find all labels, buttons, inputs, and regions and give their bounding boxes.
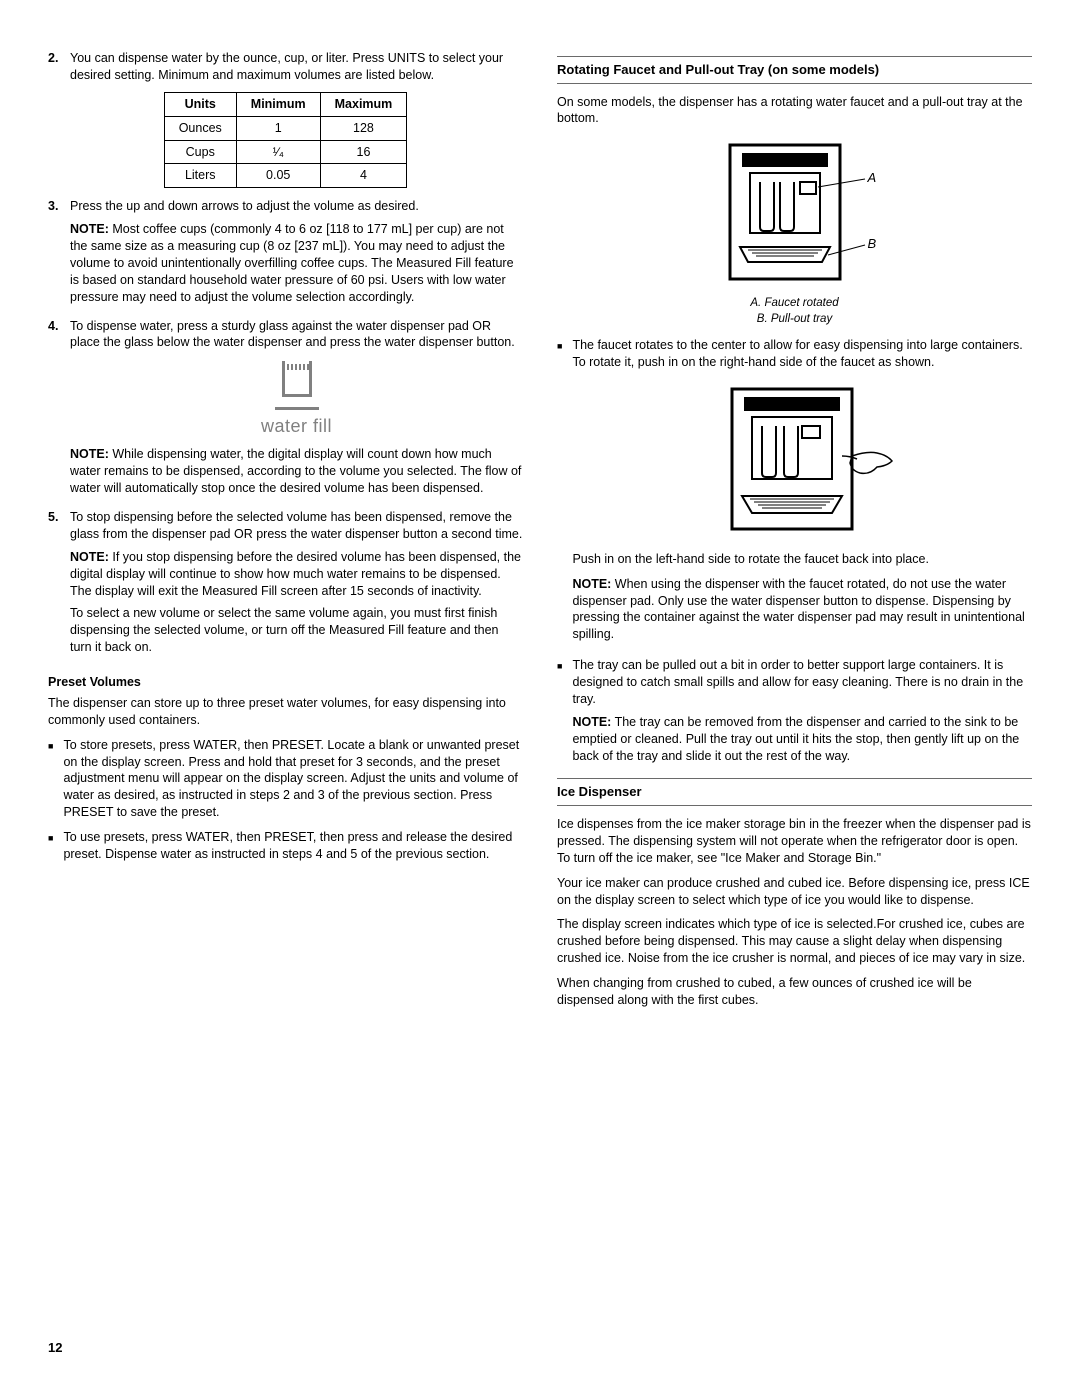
note-text: If you stop dispensing before the desire… [70, 550, 521, 598]
faucet-bullets: The faucet rotates to the center to allo… [557, 337, 1032, 770]
step-text: To stop dispensing before the selected v… [70, 509, 523, 543]
ice-p1: Ice dispenses from the ice maker storage… [557, 816, 1032, 867]
note-text: When using the dispenser with the faucet… [572, 577, 1024, 642]
caption-b: B. Pull-out tray [557, 312, 1032, 328]
table-row: Cups ¹∕₄ 16 [164, 140, 407, 164]
table-row: Ounces 1 128 [164, 116, 407, 140]
bullet-para2: Push in on the left-hand side to rotate … [572, 551, 1032, 568]
list-item: The faucet rotates to the center to allo… [557, 337, 1032, 649]
list-item: To use presets, press WATER, then PRESET… [48, 829, 523, 863]
step-text: You can dispense water by the ounce, cup… [70, 50, 523, 84]
th-max: Maximum [320, 92, 407, 116]
step-number: 2. [48, 50, 70, 84]
note: NOTE: When using the dispenser with the … [572, 576, 1032, 644]
bullet-text: The tray can be pulled out a bit in orde… [572, 657, 1032, 708]
dispenser-figure-1: A B A. Faucet rotated B. Pull-out tray [557, 137, 1032, 327]
preset-intro: The dispenser can store up to three pres… [48, 695, 523, 729]
water-fill-icon: water fill [70, 361, 523, 438]
note: NOTE: The tray can be removed from the d… [572, 714, 1032, 765]
note-label: NOTE: [70, 222, 109, 236]
bullet-text: To use presets, press WATER, then PRESET… [63, 829, 523, 863]
th-units: Units [164, 92, 236, 116]
caption-a: A. Faucet rotated [557, 296, 1032, 312]
figure-caption: A. Faucet rotated B. Pull-out tray [557, 296, 1032, 327]
ice-p3: The display screen indicates which type … [557, 916, 1032, 967]
preset-list: To store presets, press WATER, then PRES… [48, 737, 523, 863]
page-columns: 2. You can dispense water by the ounce, … [48, 50, 1032, 1017]
step-2: 2. You can dispense water by the ounce, … [48, 50, 523, 84]
step-4: 4. To dispense water, press a sturdy gla… [48, 318, 523, 504]
note: NOTE: While dispensing water, the digita… [70, 446, 523, 497]
step-number: 4. [48, 318, 70, 504]
dispenser-icon [710, 137, 880, 287]
units-table: Units Minimum Maximum Ounces 1 128 Cups … [164, 92, 408, 189]
bullet-text: The faucet rotates to the center to allo… [572, 337, 1032, 371]
dispenser-figure-2 [572, 381, 1032, 541]
right-column: Rotating Faucet and Pull-out Tray (on so… [557, 50, 1032, 1017]
table-row: Liters 0.05 4 [164, 164, 407, 188]
callout-a: A [868, 169, 877, 187]
step-para2: To select a new volume or select the sam… [70, 605, 523, 656]
step-3: 3. Press the up and down arrows to adjus… [48, 198, 523, 311]
section-header-faucet: Rotating Faucet and Pull-out Tray (on so… [557, 56, 1032, 84]
step-body: To dispense water, press a sturdy glass … [70, 318, 523, 504]
note: NOTE: If you stop dispensing before the … [70, 549, 523, 600]
dispenser-hand-icon [702, 381, 902, 536]
step-number: 3. [48, 198, 70, 311]
preset-heading: Preset Volumes [48, 674, 523, 691]
note-text: While dispensing water, the digital disp… [70, 447, 521, 495]
step-text: To dispense water, press a sturdy glass … [70, 318, 523, 352]
note: NOTE: Most coffee cups (commonly 4 to 6 … [70, 221, 523, 305]
step-number: 5. [48, 509, 70, 664]
step-text: Press the up and down arrows to adjust t… [70, 198, 523, 215]
note-label: NOTE: [572, 715, 611, 729]
ice-p4: When changing from crushed to cubed, a f… [557, 975, 1032, 1009]
step-body: To stop dispensing before the selected v… [70, 509, 523, 664]
note-label: NOTE: [70, 550, 109, 564]
faucet-intro: On some models, the dispenser has a rota… [557, 94, 1032, 128]
note-text: The tray can be removed from the dispens… [572, 715, 1019, 763]
list-item: To store presets, press WATER, then PRES… [48, 737, 523, 821]
step-body: Press the up and down arrows to adjust t… [70, 198, 523, 311]
th-min: Minimum [236, 92, 320, 116]
callout-b: B [868, 235, 877, 253]
bullet-text: To store presets, press WATER, then PRES… [63, 737, 523, 821]
page-number: 12 [48, 1339, 62, 1357]
water-fill-label: water fill [70, 414, 523, 438]
list-item: The tray can be pulled out a bit in orde… [557, 657, 1032, 770]
left-column: 2. You can dispense water by the ounce, … [48, 50, 523, 1017]
step-5: 5. To stop dispensing before the selecte… [48, 509, 523, 664]
section-header-ice: Ice Dispenser [557, 778, 1032, 806]
note-label: NOTE: [70, 447, 109, 461]
note-label: NOTE: [572, 577, 611, 591]
note-text: Most coffee cups (commonly 4 to 6 oz [11… [70, 222, 514, 304]
ice-p2: Your ice maker can produce crushed and c… [557, 875, 1032, 909]
